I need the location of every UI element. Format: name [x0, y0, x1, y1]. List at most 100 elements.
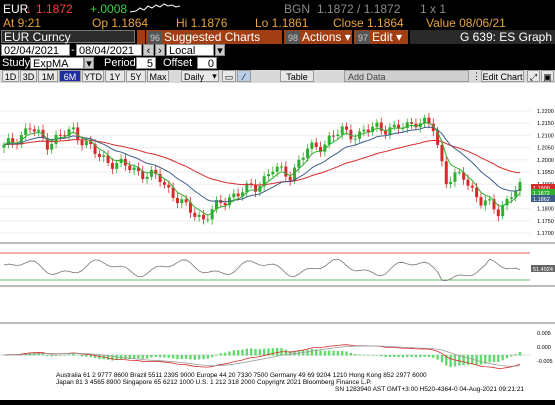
macd-histogram-bar — [501, 355, 504, 361]
macd-histogram-bar — [76, 354, 79, 356]
candle-body — [427, 117, 431, 124]
tab-1m[interactable]: 1M — [38, 70, 58, 82]
candle-body — [319, 146, 323, 152]
calendar-next-icon[interactable]: › — [155, 44, 165, 57]
macd-histogram-bar — [323, 350, 327, 356]
candle-body — [76, 127, 80, 141]
candle-body — [501, 205, 505, 217]
macd-histogram-bar — [163, 355, 166, 358]
macd-histogram-bar — [46, 355, 49, 356]
candle-body — [249, 183, 253, 185]
chart-type-icon[interactable]: ▭ — [222, 70, 236, 82]
macd-histogram-bar — [453, 355, 457, 367]
candle-body — [306, 148, 310, 158]
tab-1d[interactable]: 1D — [2, 70, 19, 82]
macd-histogram-bar — [354, 354, 357, 356]
table-button[interactable]: Table — [280, 70, 314, 82]
macd-histogram-bar — [432, 355, 435, 358]
rsi-line — [3, 258, 521, 282]
macd-histogram-bar — [349, 352, 353, 356]
candle-body — [2, 144, 6, 148]
macd-histogram-bar — [419, 355, 422, 358]
price-tick-label: 1.2050 — [537, 146, 554, 152]
candle-body — [180, 199, 184, 204]
close-price: Close 1.1864 — [333, 16, 404, 30]
candle-body — [80, 140, 84, 146]
chart-area[interactable]: 1.22001.21501.21001.20501.20001.19501.19… — [0, 83, 555, 400]
settings-icon[interactable]: ▣ — [541, 70, 554, 82]
price-tick-label: 1.1800 — [537, 207, 554, 213]
candle-body — [262, 176, 266, 187]
macd-histogram-bar — [236, 350, 240, 356]
candle-body — [366, 129, 370, 132]
candle-body — [327, 135, 331, 145]
macd-histogram-bar — [397, 355, 400, 358]
footer-session: SN 1283940 AST GMT+3:00 H520-4364-0 04-A… — [335, 386, 525, 393]
macd-histogram-bar — [137, 355, 140, 359]
currency-select[interactable]: Local CCY — [166, 44, 214, 69]
macd-histogram-bar — [85, 355, 88, 357]
candle-body — [45, 138, 49, 150]
macd-histogram-bar — [479, 355, 483, 365]
edit-chart-button[interactable]: Edit Chart — [481, 70, 524, 82]
study-select[interactable]: ExpMA — [30, 57, 84, 70]
tab-6m[interactable]: 6M — [59, 70, 81, 82]
frequency-select[interactable]: Daily — [181, 70, 219, 82]
end-date-field[interactable]: 08/04/2021 — [76, 44, 142, 57]
tab-ytd[interactable]: YTD — [82, 70, 104, 82]
candle-body — [158, 173, 162, 183]
macd-histogram-bar — [262, 348, 266, 356]
candle-body — [483, 200, 487, 206]
chevron-down-icon[interactable]: ▾ — [215, 44, 225, 57]
candle-body — [71, 127, 75, 130]
security-input[interactable]: EUR Curncy — [1, 30, 135, 44]
candle-body — [371, 126, 375, 132]
tab-max[interactable]: Max — [147, 70, 169, 82]
calendar-prev-icon[interactable]: ‹ — [143, 44, 154, 57]
candle-body — [336, 134, 340, 137]
rsi-tag — [531, 265, 555, 272]
candle-body — [397, 124, 401, 129]
period-field[interactable]: 5 — [136, 57, 156, 70]
tab-1y[interactable]: 1Y — [105, 70, 125, 82]
tab-5y[interactable]: 5Y — [126, 70, 146, 82]
macd-histogram-bar — [275, 348, 279, 356]
price-chart[interactable]: 1.22001.21501.21001.20501.20001.19501.19… — [0, 83, 555, 400]
macd-histogram-bar — [497, 355, 500, 362]
candle-body — [284, 166, 288, 177]
actions-button[interactable]: 98 Actions ▾ — [284, 30, 352, 45]
candle-body — [110, 162, 114, 169]
chevron-down-icon[interactable]: ▾ — [84, 57, 94, 70]
line-chart-icon[interactable]: ⁄ — [237, 70, 251, 82]
edit-button[interactable]: 97 Edit ▾ — [354, 30, 408, 45]
quote-bar: EUR ↓ 1.1872 +.0008 BGN 1.1872 / 1.1872 … — [0, 0, 555, 16]
macd-histogram-bar — [466, 355, 470, 365]
macd-histogram-bar — [63, 355, 66, 356]
candle-body — [466, 179, 470, 186]
candle-body — [301, 157, 305, 160]
offset-field[interactable]: 0 — [197, 57, 217, 70]
macd-histogram-bar — [241, 349, 244, 356]
high-price: Hi 1.1876 — [176, 16, 228, 30]
tab-3d[interactable]: 3D — [20, 70, 37, 82]
chevron-down-icon[interactable]: ▾ — [212, 71, 217, 81]
macd-histogram-bar — [341, 350, 344, 356]
candle-body — [63, 135, 67, 137]
macd-histogram-bar — [518, 351, 522, 356]
macd-histogram-bar — [167, 355, 170, 358]
macd-histogram-bar — [89, 355, 92, 358]
suggested-charts-button[interactable]: 96 Suggested Charts — [146, 30, 282, 45]
macd-histogram-bar — [375, 354, 379, 356]
candle-body — [492, 199, 496, 210]
zoom-icon[interactable]: ⤢ — [527, 70, 540, 82]
candle-body — [405, 122, 409, 129]
menu-grip-icon[interactable] — [137, 30, 145, 44]
macd-histogram-bar — [258, 349, 262, 356]
add-data-field[interactable]: Add Data — [344, 70, 469, 82]
value-date: Value 08/06/21 — [426, 16, 506, 30]
macd-histogram-bar — [124, 355, 127, 360]
candle-body — [97, 153, 101, 157]
macd-histogram-bar — [232, 350, 236, 356]
start-date-field[interactable]: 02/04/2021 — [1, 44, 70, 57]
drag-handle-icon[interactable]: ⋮ — [472, 71, 481, 81]
